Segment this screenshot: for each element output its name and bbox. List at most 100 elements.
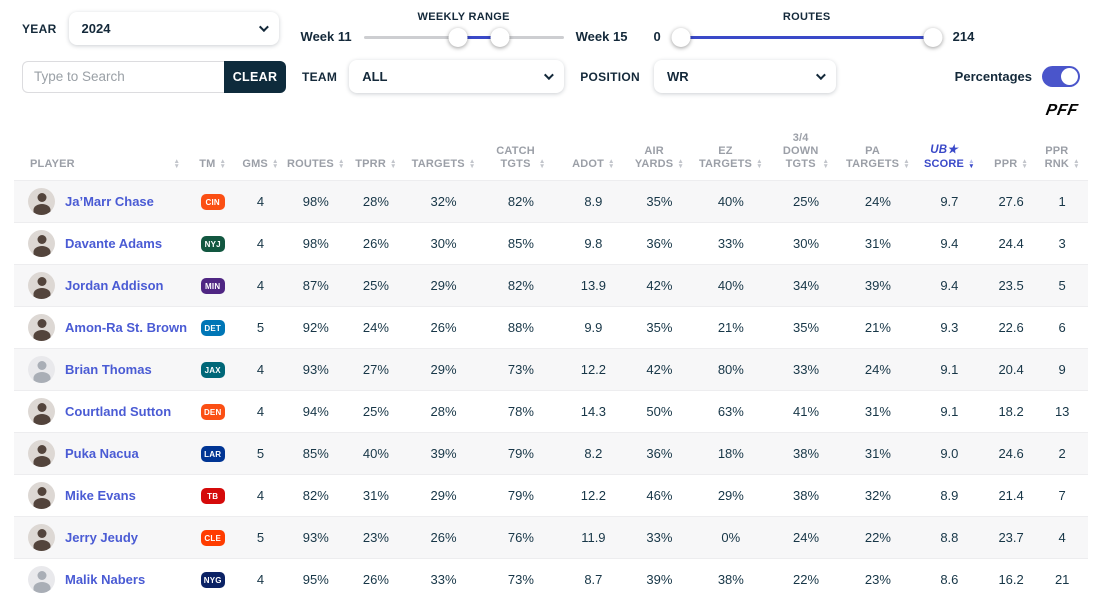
col-header-tm[interactable]: TM ▲ ▼ xyxy=(190,124,235,180)
logo-row: PFF xyxy=(0,93,1102,120)
sort-icon[interactable]: ▲ ▼ xyxy=(677,157,684,170)
col-header-tprr[interactable]: TPRR ▲ ▼ xyxy=(346,124,406,180)
table-row: Jordan Addison MIN 4 87% 25% 29% 82% 13.9 42% 40%… xyxy=(14,263,1088,307)
player-avatar xyxy=(28,523,55,551)
col-header-routes[interactable]: ROUTES ▲ ▼ xyxy=(286,124,346,180)
player-avatar xyxy=(28,566,55,594)
year-select[interactable]: 2024 xyxy=(68,12,279,45)
cell-gms: 4 xyxy=(235,473,286,517)
cell-pa_targets: 23% xyxy=(843,557,913,600)
ub-logo: UB★ xyxy=(930,144,958,157)
team-select[interactable]: ALL xyxy=(349,60,565,93)
col-header-label: EZ xyxy=(718,144,733,157)
cell-pa_targets: 24% xyxy=(843,179,913,223)
percentages-toggle[interactable] xyxy=(1042,66,1080,87)
sort-icon[interactable]: ▲ ▼ xyxy=(173,157,181,170)
col-header-ppr[interactable]: PPR ▲ ▼ xyxy=(986,124,1036,180)
cell-targets: 26% xyxy=(405,305,482,349)
col-header-gms[interactable]: GMS ▲ ▼ xyxy=(235,124,285,180)
player-name-link[interactable]: Jerry Jeudy xyxy=(65,529,138,545)
sort-icon[interactable]: ▲ ▼ xyxy=(756,157,763,170)
col-header-pa_targets[interactable]: PA TARGETS ▲ ▼ xyxy=(843,124,913,180)
cell-ppr_rnk: 6 xyxy=(1036,305,1088,349)
cell-ppr: 24.4 xyxy=(985,221,1037,265)
cell-tprr: 26% xyxy=(345,221,406,265)
cell-tprr: 26% xyxy=(345,557,406,600)
sort-icon[interactable]: ▲ ▼ xyxy=(389,157,397,170)
player-name-link[interactable]: Brian Thomas xyxy=(65,361,152,377)
sort-icon[interactable]: ▲ ▼ xyxy=(271,157,279,170)
routes-range-slider[interactable] xyxy=(671,28,943,47)
col-header-label: CATCH xyxy=(496,144,535,157)
col-header-catch_tgts[interactable]: CATCH TGTS ▲ ▼ xyxy=(481,124,560,180)
cell-pa_targets: 31% xyxy=(843,221,913,265)
position-select[interactable]: WR xyxy=(653,60,836,93)
cell-ub_score: 9.7 xyxy=(912,179,986,223)
cell-catch_tgts: 73% xyxy=(481,347,561,391)
sort-icon[interactable]: ▲ ▼ xyxy=(337,157,345,170)
col-header-label: PPR xyxy=(994,157,1018,170)
player-name-link[interactable]: Jordan Addison xyxy=(65,277,164,293)
col-header-ub_score[interactable]: UB★ SCORE ▲ ▼ xyxy=(913,124,986,180)
sort-icon[interactable]: ▲ ▼ xyxy=(1073,157,1080,170)
sort-icon[interactable]: ▲ ▼ xyxy=(968,157,975,170)
col-header-ez_targets[interactable]: EZ TARGETS ▲ ▼ xyxy=(693,124,769,180)
cell-gms: 5 xyxy=(235,515,286,559)
search-input[interactable] xyxy=(22,60,224,93)
col-header-label: PPR xyxy=(1045,144,1069,157)
team-logo: CIN xyxy=(200,194,225,211)
routes-handle-min[interactable] xyxy=(671,28,691,47)
sort-icon[interactable]: ▲ ▼ xyxy=(219,157,227,170)
table-row: Courtland Sutton DEN 4 94% 25% 28% 78% 14.3 50% 6… xyxy=(14,389,1088,433)
col-header-label: TARGETS xyxy=(698,157,753,170)
table-row: Mike Evans TB 4 82% 31% 29% 79% 12.2 46% 29% 38% 32… xyxy=(14,473,1088,517)
col-header-targets[interactable]: TARGETS ▲ ▼ xyxy=(406,124,481,180)
cell-tprr: 28% xyxy=(345,179,406,223)
player-name-link[interactable]: Malik Nabers xyxy=(65,572,146,588)
sort-icon[interactable]: ▲ ▼ xyxy=(468,157,476,170)
sort-icon[interactable]: ▲ ▼ xyxy=(822,157,830,170)
clear-button[interactable]: CLEAR xyxy=(224,60,286,93)
sort-icon[interactable]: ▲ ▼ xyxy=(903,157,910,170)
weekly-range-handle-start[interactable] xyxy=(448,28,468,47)
table-row: Jerry Jeudy CLE 5 93% 23% 26% 76% 11.9 33% 0% 24% 2… xyxy=(14,515,1088,559)
sort-icon[interactable]: ▲ ▼ xyxy=(1021,157,1029,170)
cell-ez_targets: 63% xyxy=(692,389,769,433)
player-name-link[interactable]: Courtland Sutton xyxy=(65,403,172,419)
cell-gms: 4 xyxy=(235,221,286,265)
player-name-link[interactable]: Davante Adams xyxy=(65,235,163,251)
cell-ub_score: 8.6 xyxy=(912,557,986,600)
sort-icon[interactable]: ▲ ▼ xyxy=(608,157,615,170)
cell-air_yards: 36% xyxy=(626,221,693,265)
cell-down_tgts: 34% xyxy=(768,263,844,307)
player-name-link[interactable]: Mike Evans xyxy=(65,487,136,503)
weekly-range-handle-end[interactable] xyxy=(490,28,510,47)
routes-handle-max[interactable] xyxy=(923,28,943,47)
cell-routes: 94% xyxy=(285,389,346,433)
weekly-range-slider[interactable] xyxy=(363,28,564,47)
col-header-adot[interactable]: ADOT ▲ ▼ xyxy=(561,124,627,180)
player-avatar xyxy=(28,481,55,509)
cell-air_yards: 39% xyxy=(626,557,693,600)
sort-icon[interactable]: ▲ ▼ xyxy=(538,157,546,170)
col-header-player[interactable]: PLAYER ▲ ▼ xyxy=(14,124,190,180)
cell-ppr: 18.2 xyxy=(985,389,1037,433)
percentages-label: Percentages xyxy=(954,69,1032,84)
player-name-link[interactable]: Amon-Ra St. Brown xyxy=(65,319,188,335)
cell-air_yards: 35% xyxy=(626,305,693,349)
cell-ppr: 16.2 xyxy=(985,557,1037,600)
cell-catch_tgts: 79% xyxy=(481,431,561,475)
col-header-label: TARGETS xyxy=(846,157,900,170)
player-name-link[interactable]: Puka Nacua xyxy=(65,445,139,461)
chevron-down-icon xyxy=(258,22,269,33)
col-header-down_tgts[interactable]: 3/4 DOWN TGTS ▲ ▼ xyxy=(769,124,843,180)
cell-targets: 30% xyxy=(405,221,482,265)
cell-ez_targets: 33% xyxy=(692,221,769,265)
cell-air_yards: 42% xyxy=(626,263,693,307)
cell-gms: 4 xyxy=(235,557,286,600)
cell-catch_tgts: 76% xyxy=(481,515,561,559)
cell-adot: 11.9 xyxy=(560,515,627,559)
col-header-air_yards[interactable]: AIR YARDS ▲ ▼ xyxy=(626,124,693,180)
col-header-ppr_rnk[interactable]: PPR RNK ▲ ▼ xyxy=(1036,124,1088,180)
player-name-link[interactable]: Ja’Marr Chase xyxy=(65,193,154,209)
